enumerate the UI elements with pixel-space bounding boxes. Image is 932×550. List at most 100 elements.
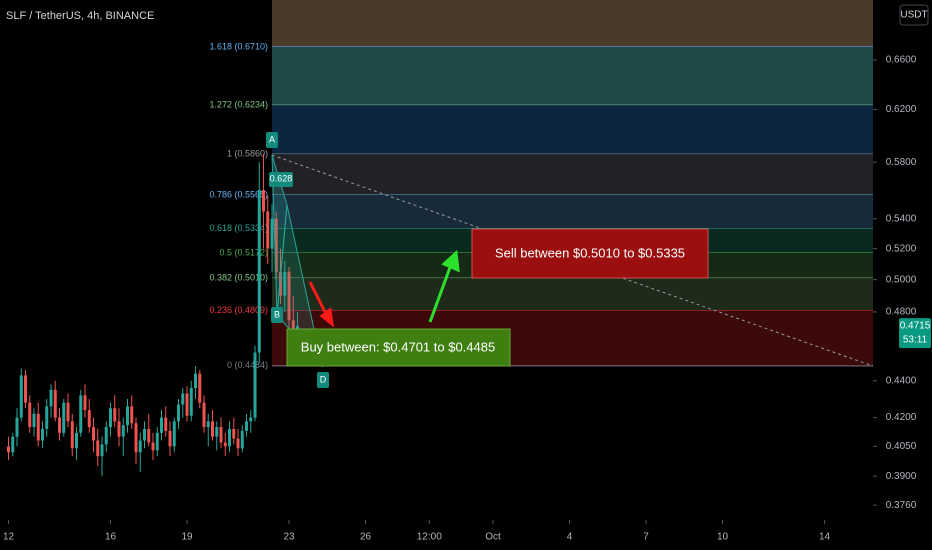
y-tick-label: 0.5200 — [886, 243, 917, 254]
x-tick-label: Oct — [485, 532, 501, 543]
candle-body — [79, 395, 83, 433]
candle-body — [189, 388, 193, 416]
point-label-box — [269, 172, 293, 187]
buy-box — [286, 328, 511, 367]
candle-body — [100, 444, 104, 457]
candle-body — [155, 432, 159, 451]
point-label: D — [320, 374, 327, 384]
fib-zone — [272, 194, 873, 229]
candle-body — [7, 446, 11, 453]
y-tick-label: 0.6200 — [886, 104, 917, 115]
candle-body — [121, 425, 125, 437]
x-tick-label: 14 — [819, 532, 831, 543]
candle-body — [245, 421, 249, 431]
fib-label: 1 (0.5860) — [227, 148, 268, 158]
fib-zone — [272, 46, 873, 106]
fib-label: 1.618 (0.6710) — [209, 41, 268, 51]
y-tick-label: 0.5800 — [886, 157, 917, 168]
candle-body — [164, 417, 168, 431]
candle-body — [134, 423, 138, 453]
x-tick-label: 23 — [283, 532, 295, 543]
annotation: Buy between: $0.4701 to $0.4485 — [301, 339, 495, 354]
y-tick-label: 0.6600 — [886, 55, 917, 66]
annotation: Sell between $0.5010 to $0.5335 — [495, 245, 685, 260]
candle-body — [62, 402, 66, 433]
candle-body — [240, 430, 244, 449]
candle-body — [41, 428, 45, 441]
candle-body — [215, 427, 219, 437]
fib-label: 1.272 (0.6234) — [209, 100, 268, 110]
fib-label: 0.618 (0.5334) — [209, 223, 268, 233]
candle-body — [24, 375, 28, 403]
fib-zone — [272, 105, 873, 155]
candle-body — [279, 271, 283, 296]
candle-body — [181, 393, 185, 405]
x-tick-label: 26 — [360, 532, 372, 543]
candle-body — [219, 427, 223, 443]
y-tick-label: 0.5000 — [886, 274, 917, 285]
y-tick-label: 0.3900 — [886, 471, 917, 482]
candle-body — [147, 428, 151, 443]
y-tick-label: 0.4400 — [886, 375, 917, 386]
candle-body — [185, 393, 189, 416]
plot — [7, 154, 300, 477]
overlay: 0.6600 0.6200 0.5800 0.5400 0.5200 0.5000 0.48… — [3, 55, 931, 543]
candle-body — [274, 218, 278, 272]
candle-body — [53, 389, 57, 418]
candle-body — [262, 189, 266, 212]
fib-zones: 1.618 (0.6710) 1.272 (0.6234) 1 (0.5860) 0.… — [209, 0, 873, 370]
fib-label: 0.236 (0.4809) — [209, 305, 268, 315]
candle-body — [223, 442, 227, 447]
candle-body — [96, 440, 100, 457]
point-label-box — [317, 372, 329, 388]
candle-body — [283, 271, 287, 296]
candle-body — [202, 402, 206, 428]
candle-body — [266, 211, 270, 249]
candle-body — [109, 408, 113, 428]
candle-body — [11, 436, 15, 453]
x-tick-label: 19 — [181, 532, 193, 543]
candle-body — [151, 442, 155, 451]
currency-label[interactable]: USDT — [900, 10, 927, 21]
candle-body — [70, 421, 74, 449]
candle-body — [15, 417, 19, 437]
point-label: 0.628 — [270, 173, 293, 183]
symbol-title: SLF / TetherUS, 4h, BINANCE — [6, 10, 154, 22]
candle-body — [92, 427, 96, 441]
y-tick-label: 0.3760 — [886, 500, 917, 511]
candle-body — [66, 402, 70, 422]
candle-body — [83, 395, 87, 411]
currency-button[interactable] — [899, 4, 929, 26]
candle-body — [168, 430, 172, 447]
y-tick-label: 0.5400 — [886, 213, 917, 224]
candle-body — [28, 402, 32, 428]
candle-body — [287, 271, 291, 321]
candle-body — [32, 413, 36, 428]
candle-body — [45, 406, 49, 429]
fib-label: 0 (0.4484) — [227, 360, 268, 370]
x-tick-label: 10 — [717, 532, 729, 543]
candle-body — [160, 417, 164, 433]
time-axis — [0, 520, 932, 550]
x-tick-label: 4 — [567, 532, 573, 543]
candle-body — [172, 421, 176, 447]
candle-body — [232, 428, 236, 439]
x-tick-label: 12:00 — [417, 532, 442, 543]
candle-body — [138, 440, 142, 453]
candle-body — [236, 438, 240, 449]
arrow-down — [308, 281, 335, 328]
candle-body — [75, 432, 79, 449]
x-tick-label: 16 — [105, 532, 117, 543]
last-price-tag — [899, 318, 931, 349]
candle-body — [117, 421, 121, 437]
fib-label: 0.786 (0.5565) — [209, 189, 268, 199]
x-tick-label: 7 — [643, 532, 649, 543]
y-tick-label: 0.4800 — [886, 307, 917, 318]
price-axis — [873, 0, 932, 550]
candle-body — [228, 428, 232, 447]
fib-zone — [272, 0, 873, 47]
candle-body — [143, 428, 147, 441]
candle-body — [104, 427, 108, 445]
arrow-up — [428, 249, 460, 323]
